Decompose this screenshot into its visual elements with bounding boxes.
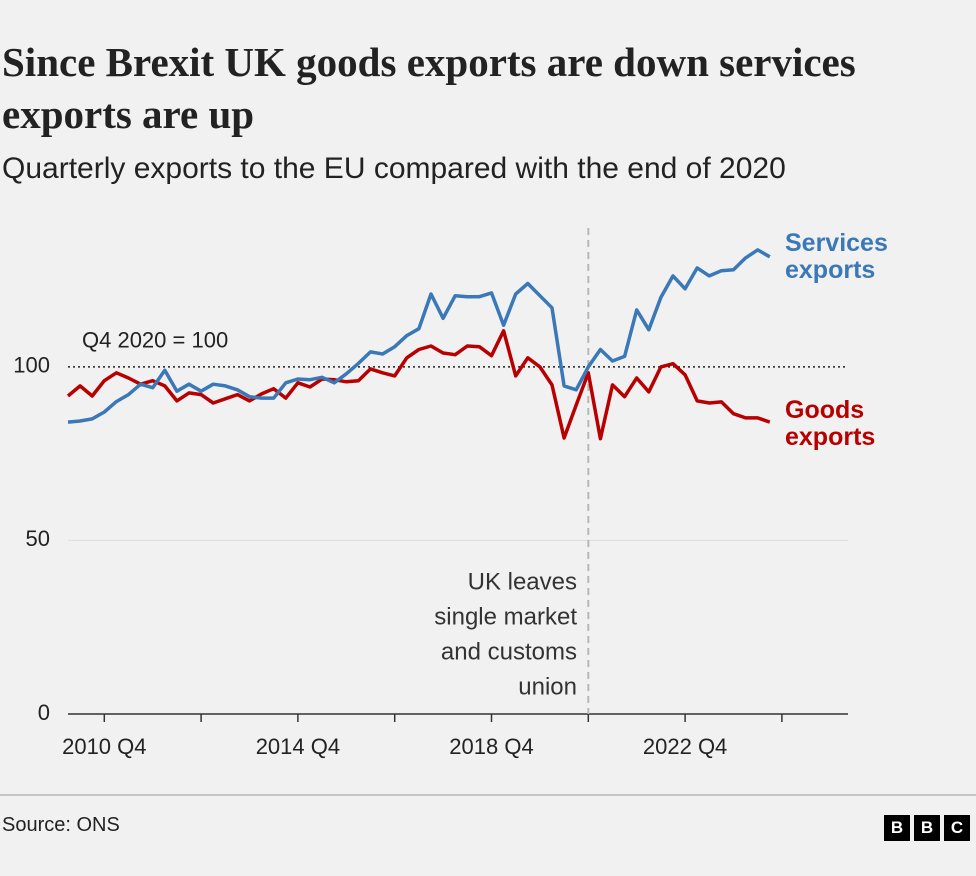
series-line: [66, 329, 771, 441]
x-tick-label: 2010 Q4: [62, 734, 146, 759]
logo-letter: C: [944, 815, 970, 841]
x-tick-label: 2014 Q4: [256, 734, 340, 759]
chart-subtitle: Quarterly exports to the EU compared wit…: [2, 152, 786, 185]
y-tick-label: 0: [38, 700, 50, 725]
annotation: single market: [434, 603, 577, 630]
x-tick-label: 2018 Q4: [449, 734, 533, 759]
series-label: Services exports: [785, 229, 888, 284]
source: Source: ONS: [2, 814, 120, 836]
annotation: union: [518, 673, 577, 700]
x-tick-label: 2022 Q4: [643, 734, 727, 759]
series-line: [67, 248, 771, 424]
logo-letter: B: [914, 815, 940, 841]
reference-label: Q4 2020 = 100: [82, 328, 228, 353]
logo-letter: B: [884, 815, 910, 841]
chart-title: Since Brexit UK goods exports are down s…: [2, 39, 856, 137]
annotation: UK leaves: [468, 568, 577, 595]
y-tick-label: 100: [13, 353, 50, 378]
logo: B B C: [884, 815, 970, 841]
series-label: Goods exports: [785, 396, 876, 451]
y-tick-label: 50: [26, 526, 50, 551]
annotation: and customs: [441, 638, 577, 665]
